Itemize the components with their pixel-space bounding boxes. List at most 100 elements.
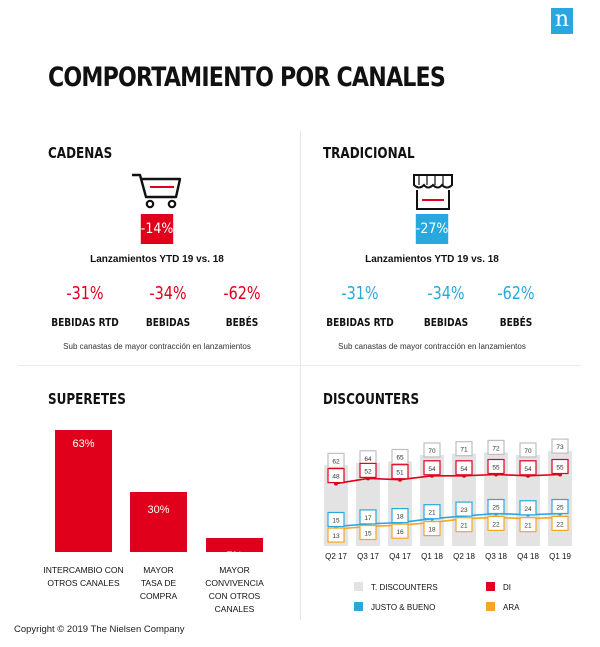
legend-label: T. DISCOUNTERS: [371, 583, 438, 592]
data-label: 70: [524, 448, 532, 455]
data-label-box: [455, 517, 473, 533]
cadenas-pct-3: -62%: [223, 283, 261, 304]
data-label-box: [359, 524, 377, 541]
data-label-box: [487, 515, 505, 532]
legend-swatch: [354, 602, 363, 611]
data-label: 18: [428, 527, 436, 534]
data-label-box: [391, 523, 409, 539]
data-label-box: [455, 441, 473, 457]
bar-2: [130, 492, 187, 552]
data-label-box: [327, 452, 345, 468]
data-label-box: [551, 438, 569, 454]
superetes-bar-chart: 63% INTERCAMBIO CON OTROS CANALES 30% MAYOR T…: [43, 430, 264, 614]
data-label: 54: [524, 466, 532, 473]
data-label-box: [455, 501, 473, 517]
tradicional-label-3: BEBÉS: [499, 316, 533, 329]
bar-value-label: 7%: [227, 550, 243, 562]
tradicional-title: TRADICIONAL: [323, 144, 415, 162]
x-tick-label: Q3 17: [357, 552, 379, 561]
tradicional-badge: -27%: [415, 214, 448, 244]
x-tick-label: Q3 18: [485, 552, 507, 561]
cadenas-note: Sub canastas de mayor contracción en lan…: [63, 342, 251, 351]
superetes-title: SUPERETES: [48, 390, 126, 408]
data-label-box: [423, 504, 441, 520]
category-label: CON OTROS: [209, 591, 261, 601]
cadenas-label-1: BEBIDAS RTD: [51, 316, 119, 329]
data-label-box: [519, 442, 537, 458]
data-label-box: [423, 520, 441, 537]
category-label: OTROS CANALES: [47, 578, 120, 588]
data-label: 16: [396, 529, 404, 536]
x-tick-label: Q1 19: [549, 552, 571, 561]
shopping-cart-icon: [132, 173, 182, 209]
bar-value-label: 63%: [72, 438, 94, 450]
x-tick-label: Q2 17: [325, 552, 347, 561]
category-label: INTERCAMBIO CON: [43, 565, 123, 575]
data-label: 54: [460, 466, 468, 473]
tradicional-label-1: BEBIDAS RTD: [326, 316, 394, 329]
data-label: 22: [556, 521, 564, 528]
cadenas-pct-1: -31%: [66, 283, 104, 304]
data-label-box: [327, 527, 345, 543]
x-tick-label: Q1 18: [421, 552, 443, 561]
bar-1: [55, 430, 112, 552]
vertical-divider: [300, 130, 301, 620]
page-title: COMPORTAMIENTO POR CANALES: [48, 62, 446, 93]
cadenas-label-2: BEBIDAS: [145, 316, 191, 329]
data-label: 15: [364, 531, 372, 538]
discounters-title: DISCOUNTERS: [323, 390, 420, 408]
category-label: CONVIVENCIA: [205, 578, 264, 588]
cadenas-title: CADENAS: [48, 144, 113, 162]
tradicional-pct-1: -31%: [341, 283, 379, 304]
category-label: MAYOR: [143, 565, 174, 575]
cadenas-subtitle: Lanzamientos YTD 19 vs. 18: [90, 254, 224, 265]
data-label: 23: [460, 507, 468, 514]
data-label-box: [519, 500, 537, 516]
data-label: 24: [524, 506, 532, 513]
data-label-box: [391, 448, 409, 465]
category-label: CANALES: [215, 604, 255, 614]
data-label-box: [519, 460, 537, 476]
data-label-box: [551, 498, 569, 515]
legend-swatch: [486, 602, 495, 611]
data-label: 25: [556, 505, 564, 512]
data-label: 52: [364, 468, 372, 475]
series-line-di: [335, 473, 561, 485]
tradicional-label-2: BEBIDAS: [423, 316, 469, 329]
data-label: 55: [556, 465, 564, 472]
data-label-box: [391, 507, 409, 524]
data-label-box: [487, 439, 505, 455]
data-label-box: [551, 458, 569, 475]
data-label-box: [359, 462, 377, 479]
data-label-box: [423, 460, 441, 476]
data-label-box: [327, 511, 345, 528]
cadenas-badge: -14%: [140, 214, 173, 244]
data-label: 65: [396, 455, 404, 462]
data-label: 21: [524, 523, 532, 530]
store-icon: [413, 174, 453, 210]
x-tick-label: Q4 18: [517, 552, 539, 561]
cadenas-pct-2: -34%: [149, 283, 187, 304]
data-label: 21: [428, 510, 436, 517]
data-label: 17: [364, 515, 372, 522]
legend-swatch: [486, 582, 495, 591]
cadenas-label-3: BEBÉS: [225, 316, 259, 329]
legend-swatch: [354, 582, 363, 591]
data-label: 72: [492, 445, 500, 452]
data-label: 71: [460, 447, 468, 454]
bar-3: [206, 538, 263, 552]
discounters-line-chart: 62 64 65 70 71 72 70 73 48 52 51 54 54 55 54 55 15 17 18 21…: [324, 438, 572, 612]
data-label-box: [487, 458, 505, 475]
data-label-box: [423, 442, 441, 458]
category-label: MAYOR: [219, 565, 250, 575]
data-label-box: [327, 467, 345, 484]
tradicional-note: Sub canastas de mayor contracción en lan…: [338, 342, 526, 351]
bar-value-label: 30%: [147, 504, 169, 516]
data-label: 13: [332, 533, 340, 540]
data-label: 21: [460, 523, 468, 530]
x-tick-label: Q2 18: [453, 552, 475, 561]
horizontal-divider: [18, 365, 581, 366]
data-label: 64: [364, 456, 372, 463]
data-label-box: [519, 517, 537, 533]
legend-label: JUSTO & BUENO: [371, 603, 435, 612]
